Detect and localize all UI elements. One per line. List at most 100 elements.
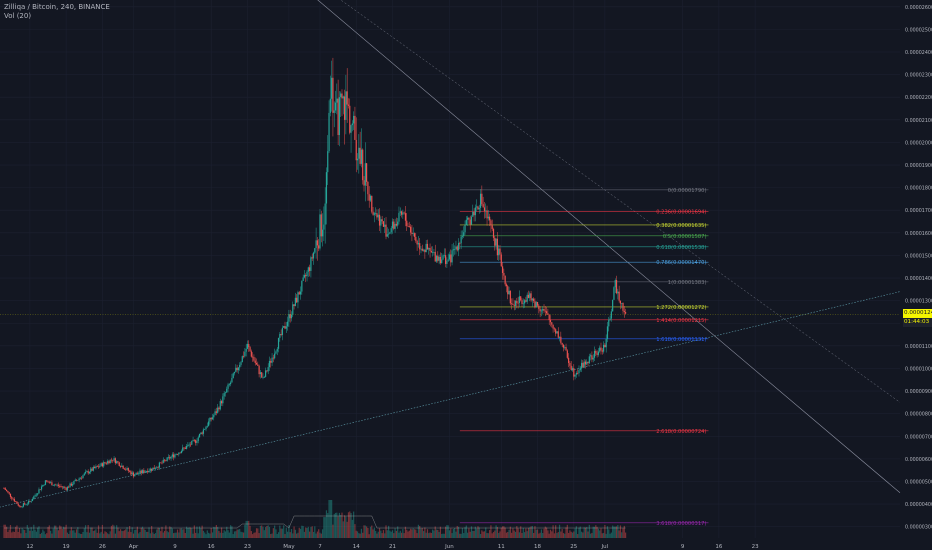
candle-body xyxy=(158,462,160,468)
volume-bar xyxy=(531,525,533,538)
candle-body xyxy=(220,401,223,404)
volume-bar xyxy=(79,533,82,538)
volume-bar xyxy=(483,531,486,538)
symbol-title[interactable]: Zilliqa / Bitcoin, 240, BINANCE xyxy=(4,3,110,11)
candle-body xyxy=(259,372,262,375)
candle-body xyxy=(55,484,57,486)
volume-indicator-label[interactable]: Vol (20) xyxy=(4,12,32,20)
volume-bar xyxy=(73,530,75,538)
volume-bar xyxy=(167,532,170,538)
candle-body xyxy=(57,484,59,486)
candle-body xyxy=(441,259,443,264)
volume-bar xyxy=(400,532,403,538)
candle-body xyxy=(237,367,239,371)
candle-body xyxy=(178,452,180,455)
candle-body xyxy=(334,102,337,111)
candle-body xyxy=(465,219,467,225)
candle-body xyxy=(411,232,413,235)
candle-body xyxy=(8,492,10,494)
candle-body xyxy=(183,447,185,449)
volume-bar xyxy=(88,532,91,538)
volume-bar xyxy=(529,527,531,538)
volume-bar xyxy=(595,525,597,538)
candle-body xyxy=(538,305,540,310)
volume-bar xyxy=(555,525,557,538)
candle-body xyxy=(516,301,518,303)
candle-body xyxy=(117,461,119,463)
candle-body xyxy=(297,292,299,303)
candle-body xyxy=(468,217,470,220)
candle-body xyxy=(571,368,574,371)
volume-bar xyxy=(476,528,478,538)
volume-bar xyxy=(391,530,394,538)
candle-body xyxy=(228,384,230,385)
volume-bar xyxy=(591,532,593,538)
candle-body xyxy=(53,484,56,486)
candle-body xyxy=(613,287,615,300)
candle-body xyxy=(33,496,35,500)
volume-bar xyxy=(86,532,88,538)
candle-body xyxy=(307,267,309,272)
candle-body xyxy=(503,272,505,276)
time-axis-tick-label: 9 xyxy=(173,544,177,550)
candle-body xyxy=(219,401,221,410)
volume-bar xyxy=(439,526,442,538)
volume-bar xyxy=(376,533,378,538)
time-axis-tick-label: 9 xyxy=(681,544,685,550)
volume-bar xyxy=(574,528,576,538)
candle-body xyxy=(258,365,260,375)
candle-body xyxy=(343,96,346,120)
volume-bar xyxy=(492,532,495,538)
volume-bar xyxy=(368,534,370,538)
candle-body xyxy=(97,466,100,468)
candle-body xyxy=(606,326,609,339)
volume-bar xyxy=(228,532,230,538)
candle-body xyxy=(587,361,589,364)
volume-bar xyxy=(82,531,84,538)
volume-bar xyxy=(60,526,62,538)
volume-bar xyxy=(474,526,476,538)
volume-bar xyxy=(617,525,619,538)
candle-body xyxy=(605,338,607,348)
candle-body xyxy=(275,351,277,354)
volume-bar xyxy=(329,500,331,538)
volume-bar xyxy=(233,531,236,538)
volume-bar xyxy=(114,533,116,538)
volume-bar xyxy=(443,533,445,538)
candle-body xyxy=(144,471,146,473)
volume-bar xyxy=(323,517,325,538)
volume-bar xyxy=(52,528,54,538)
candle-body xyxy=(486,210,488,219)
candle-body xyxy=(402,212,404,215)
candle-body xyxy=(375,213,377,214)
candle-body xyxy=(489,216,491,221)
candle-body xyxy=(618,291,620,301)
candle-body xyxy=(350,125,352,133)
candle-body xyxy=(95,466,97,469)
candle-body xyxy=(62,486,65,488)
candle-body xyxy=(346,91,348,105)
volume-bar xyxy=(363,525,365,538)
candle-body xyxy=(403,212,405,214)
candle-body xyxy=(529,293,531,298)
candle-body xyxy=(474,207,476,216)
volume-bar xyxy=(253,532,255,538)
volume-bar xyxy=(83,528,85,538)
candle-body xyxy=(376,213,378,218)
volume-bar xyxy=(467,532,469,538)
volume-bar xyxy=(415,529,417,538)
candle-body xyxy=(281,327,284,335)
candle-body xyxy=(125,469,127,471)
candle-body xyxy=(224,392,227,394)
candle-body xyxy=(51,482,53,486)
volume-bar xyxy=(153,533,155,538)
volume-bar xyxy=(123,530,126,538)
candle-body xyxy=(74,479,76,482)
candle-body xyxy=(558,336,561,338)
price-axis-tick-label: 0.00002000 xyxy=(905,140,932,146)
volume-bar xyxy=(420,528,422,538)
candle-body xyxy=(121,465,123,467)
volume-bar xyxy=(213,526,215,538)
